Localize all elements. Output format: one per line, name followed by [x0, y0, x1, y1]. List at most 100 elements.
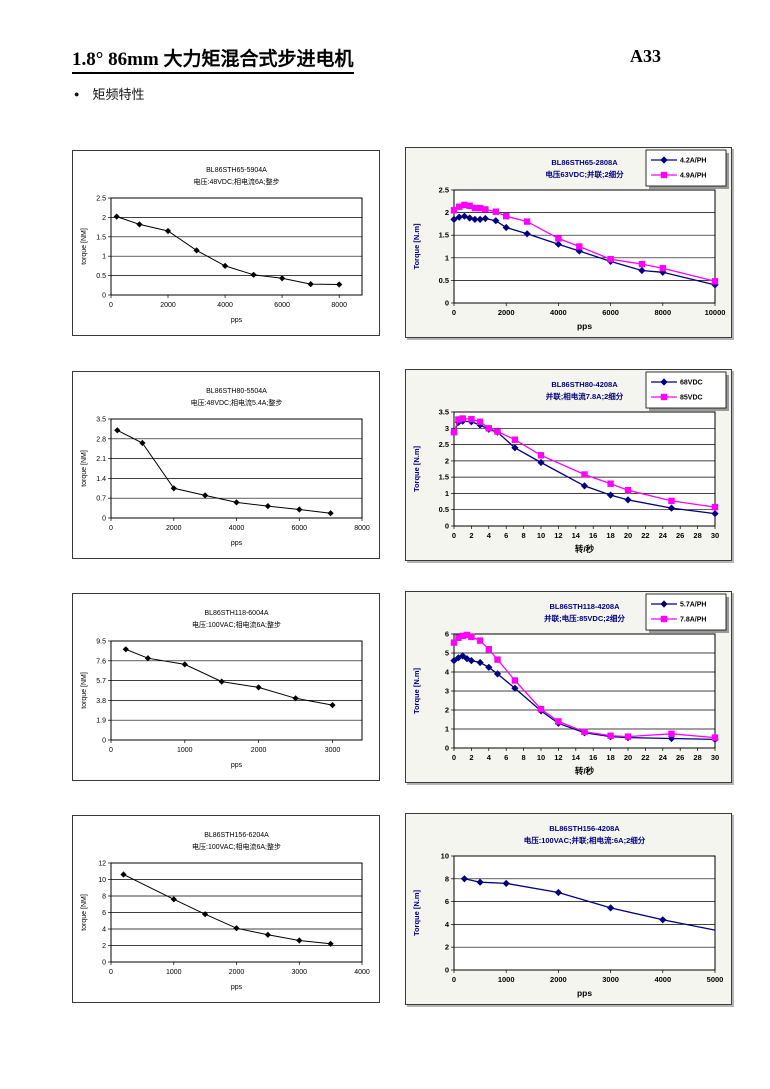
- section-heading-label: 矩频特性: [92, 87, 145, 102]
- svg-text:2.8: 2.8: [96, 436, 106, 443]
- marker-square: [492, 208, 499, 215]
- marker-square: [537, 452, 545, 459]
- marker-diamond: [202, 911, 209, 918]
- svg-text:10000: 10000: [705, 308, 726, 317]
- marker-square: [576, 243, 583, 250]
- svg-text:3.8: 3.8: [96, 698, 106, 705]
- x-axis-label: pps: [231, 540, 243, 547]
- plot-area: [453, 855, 716, 971]
- svg-text:1: 1: [445, 489, 449, 498]
- svg-text:0.5: 0.5: [439, 505, 449, 514]
- marker-diamond: [493, 670, 502, 678]
- marker-square: [476, 418, 484, 425]
- y-gridlines: [111, 217, 362, 276]
- marker-square: [659, 265, 666, 272]
- chart-panel-bl86sth80-5504a: BL86STH80-5504A 电压:48VDC;相电流5.4A;整步 0 0.7 1.…: [72, 371, 380, 559]
- svg-text:2: 2: [102, 943, 106, 950]
- y-tick-labels: 0 0.5 1 1.5 2 2.5: [96, 196, 111, 300]
- marker-square: [668, 730, 675, 737]
- svg-text:3000: 3000: [325, 747, 341, 754]
- svg-text:8000: 8000: [354, 525, 370, 532]
- svg-text:3: 3: [445, 424, 449, 433]
- svg-text:9.5: 9.5: [96, 639, 106, 646]
- chart-subtitle: 电压63VDC;并联;2细分: [545, 169, 624, 179]
- legend-box: [645, 371, 727, 409]
- marker-square: [711, 734, 719, 741]
- legend-label: 5.7A/PH: [680, 602, 706, 609]
- svg-text:0: 0: [109, 525, 113, 532]
- svg-text:10: 10: [537, 753, 545, 762]
- svg-text:3000: 3000: [602, 975, 619, 984]
- svg-text:1000: 1000: [177, 747, 193, 754]
- legend: 68VDC 85VDC: [645, 371, 729, 411]
- x-axis-label: 转/秒: [575, 544, 595, 554]
- svg-text:26: 26: [676, 753, 684, 762]
- chart-panel-bl86sth65-5904a: BL86STH65-5904A 电压:48VDC;相电流6A;整步 0 0.5 1 1.5…: [72, 150, 380, 336]
- marker-diamond: [139, 439, 146, 447]
- svg-text:2.5: 2.5: [439, 186, 449, 195]
- svg-text:6: 6: [504, 531, 508, 540]
- svg-text:6: 6: [102, 910, 106, 917]
- marker-diamond: [296, 506, 303, 513]
- legend-box: [645, 149, 727, 187]
- marker-diamond: [144, 655, 151, 662]
- svg-text:24: 24: [659, 531, 668, 540]
- marker-diamond: [327, 510, 334, 517]
- svg-text:6000: 6000: [292, 525, 308, 532]
- marker-square: [607, 732, 614, 739]
- svg-text:7.6: 7.6: [96, 658, 106, 665]
- svg-text:3.5: 3.5: [439, 408, 449, 417]
- svg-text:4000: 4000: [654, 975, 671, 984]
- chart-panel-bl86sth156-4208a: BL86STH156-4208A 电压:100VAC;并联;相电流:6A;2细分 0…: [405, 813, 732, 1005]
- marker-square: [485, 425, 492, 432]
- svg-text:2000: 2000: [166, 525, 182, 532]
- y-tick-labels: 0 0.5 1 1.5 2 2.5: [439, 186, 454, 308]
- y-axis-label: torque [NM]: [81, 672, 88, 709]
- marker-square: [581, 471, 588, 478]
- y-tick-labels: 0 2 4 6 8 10 12: [98, 861, 111, 967]
- svg-text:10: 10: [98, 877, 106, 884]
- marker-diamond: [193, 247, 200, 254]
- svg-text:2000: 2000: [498, 308, 515, 317]
- chart-svg: BL86STH80-5504A 电压:48VDC;相电流5.4A;整步 0 0.7 1.…: [73, 372, 379, 558]
- x-tick-labels: 0 2 4 6 8 10 12 14 16 18 20 22 24 26 28 30: [452, 526, 719, 540]
- svg-text:20: 20: [624, 531, 632, 540]
- svg-text:28: 28: [693, 753, 701, 762]
- marker-square: [476, 637, 484, 644]
- chart-panel-bl86sth80-4208a: BL86STH80-4208A 并联;相电流7.8A;2细分 0 0.5 1 1.5 2 2.…: [405, 369, 732, 561]
- marker-diamond: [113, 213, 120, 220]
- y-axis-label: Torque [N.m]: [412, 889, 421, 936]
- svg-text:0: 0: [445, 744, 449, 753]
- svg-text:6: 6: [504, 753, 508, 762]
- marker-square: [660, 171, 668, 179]
- marker-square: [482, 206, 489, 213]
- x-axis-label: pps: [231, 317, 243, 324]
- legend-label: 4.2A/PH: [680, 158, 706, 165]
- svg-text:1.4: 1.4: [96, 476, 106, 483]
- svg-text:1.5: 1.5: [96, 234, 106, 241]
- svg-text:16: 16: [589, 753, 597, 762]
- svg-text:26: 26: [676, 531, 684, 540]
- chart-svg: BL86STH118-6004A 电压:100VAC;相电流6A;整步 0 1.9 3.…: [73, 594, 379, 780]
- y-axis-label: torque [NM]: [81, 450, 88, 487]
- marker-diamond: [660, 156, 668, 164]
- svg-text:8: 8: [102, 894, 106, 901]
- chart-title: BL86STH156-6204A: [204, 832, 269, 839]
- chart-svg: BL86STH156-4208A 电压:100VAC;并联;相电流:6A;2细分 0…: [406, 814, 731, 1004]
- plot-area: [110, 640, 363, 741]
- svg-text:22: 22: [641, 753, 649, 762]
- marker-square: [450, 207, 458, 214]
- marker-square: [461, 201, 468, 209]
- marker-square: [476, 204, 484, 212]
- marker-square: [494, 656, 501, 663]
- svg-text:12: 12: [554, 531, 562, 540]
- svg-text:30: 30: [711, 753, 719, 762]
- legend-label: 4.9A/PH: [680, 173, 706, 180]
- chart-subtitle: 电压:48VDC;相电流6A;整步: [194, 177, 280, 186]
- marker-square: [581, 728, 588, 735]
- x-tick-labels: 0 2000 4000 6000 8000: [109, 518, 370, 532]
- svg-text:6: 6: [445, 630, 449, 639]
- marker-square: [503, 213, 510, 220]
- marker-square: [638, 260, 646, 268]
- marker-square: [463, 631, 471, 639]
